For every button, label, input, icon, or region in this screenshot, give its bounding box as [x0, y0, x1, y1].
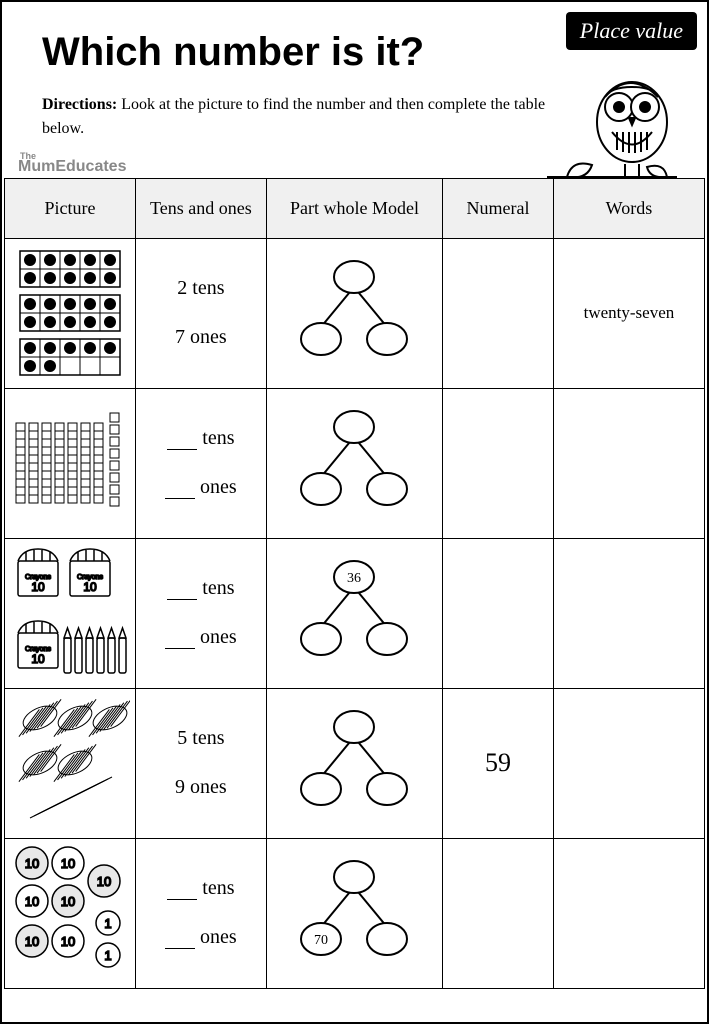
picture-cell [5, 238, 136, 388]
svg-text:10: 10 [31, 580, 45, 594]
numeral-cell: 59 [443, 688, 554, 838]
words-cell [553, 538, 704, 688]
part-whole-cell [266, 688, 442, 838]
svg-text:10: 10 [83, 580, 97, 594]
header-picture: Picture [5, 178, 136, 238]
picture-cell: Crayons10Crayons10Crayons10 [5, 538, 136, 688]
ones-value: 7 ones [175, 326, 227, 349]
part-whole-cell: 70 [266, 838, 442, 988]
numeral-cell [443, 538, 554, 688]
tens-ones-cell: tens ones [135, 538, 266, 688]
table-row: tens ones [5, 388, 705, 538]
tens-value: 2 tens [177, 277, 224, 300]
numeral-cell [443, 388, 554, 538]
directions-label: Directions: [42, 96, 117, 113]
svg-text:10: 10 [61, 934, 75, 949]
directions-body: Look at the picture to find the number a… [42, 96, 545, 137]
ones-value: ones [165, 926, 237, 949]
words-cell [553, 388, 704, 538]
table-row: 10 10 10 10 10 10 10 1 1 tens ones 70 [5, 838, 705, 988]
table-row: 2 tens 7 ones twenty-seven [5, 238, 705, 388]
tens-value: tens [167, 877, 234, 900]
svg-text:36: 36 [347, 571, 361, 586]
words-cell [553, 838, 704, 988]
ones-value: ones [165, 476, 237, 499]
category-badge: Place value [566, 12, 697, 50]
words-cell: twenty-seven [553, 238, 704, 388]
svg-text:10: 10 [25, 856, 39, 871]
picture-cell [5, 388, 136, 538]
numeral-cell [443, 238, 554, 388]
table-row: Crayons10Crayons10Crayons10 tens ones 36 [5, 538, 705, 688]
tens-value: 5 tens [177, 727, 224, 750]
svg-text:1: 1 [104, 948, 111, 963]
svg-text:10: 10 [25, 934, 39, 949]
tens-ones-cell: 5 tens 9 ones [135, 688, 266, 838]
header-partwhole: Part whole Model [266, 178, 442, 238]
part-whole-cell: 36 [266, 538, 442, 688]
tens-value: tens [167, 577, 234, 600]
part-whole-cell [266, 238, 442, 388]
svg-text:10: 10 [61, 894, 75, 909]
svg-text:10: 10 [61, 856, 75, 871]
picture-cell: 10 10 10 10 10 10 10 1 1 [5, 838, 136, 988]
words-cell [553, 688, 704, 838]
tens-ones-cell: 2 tens 7 ones [135, 238, 266, 388]
table-row: 5 tens 9 ones 59 [5, 688, 705, 838]
svg-text:10: 10 [31, 652, 45, 666]
svg-text:1: 1 [104, 916, 111, 931]
tens-value: tens [167, 427, 234, 450]
svg-text:10: 10 [25, 894, 39, 909]
tens-ones-cell: tens ones [135, 388, 266, 538]
tens-ones-cell: tens ones [135, 838, 266, 988]
worksheet-table: Picture Tens and ones Part whole Model N… [4, 178, 705, 989]
svg-text:10: 10 [97, 874, 111, 889]
ones-value: ones [165, 626, 237, 649]
header-tensones: Tens and ones [135, 178, 266, 238]
picture-cell [5, 688, 136, 838]
watermark-main: MumEducates [18, 158, 126, 175]
ones-value: 9 ones [175, 776, 227, 799]
svg-text:70: 70 [314, 933, 328, 948]
part-whole-cell [266, 388, 442, 538]
numeral-cell [443, 838, 554, 988]
owl-illustration [547, 62, 687, 192]
header-numeral: Numeral [443, 178, 554, 238]
